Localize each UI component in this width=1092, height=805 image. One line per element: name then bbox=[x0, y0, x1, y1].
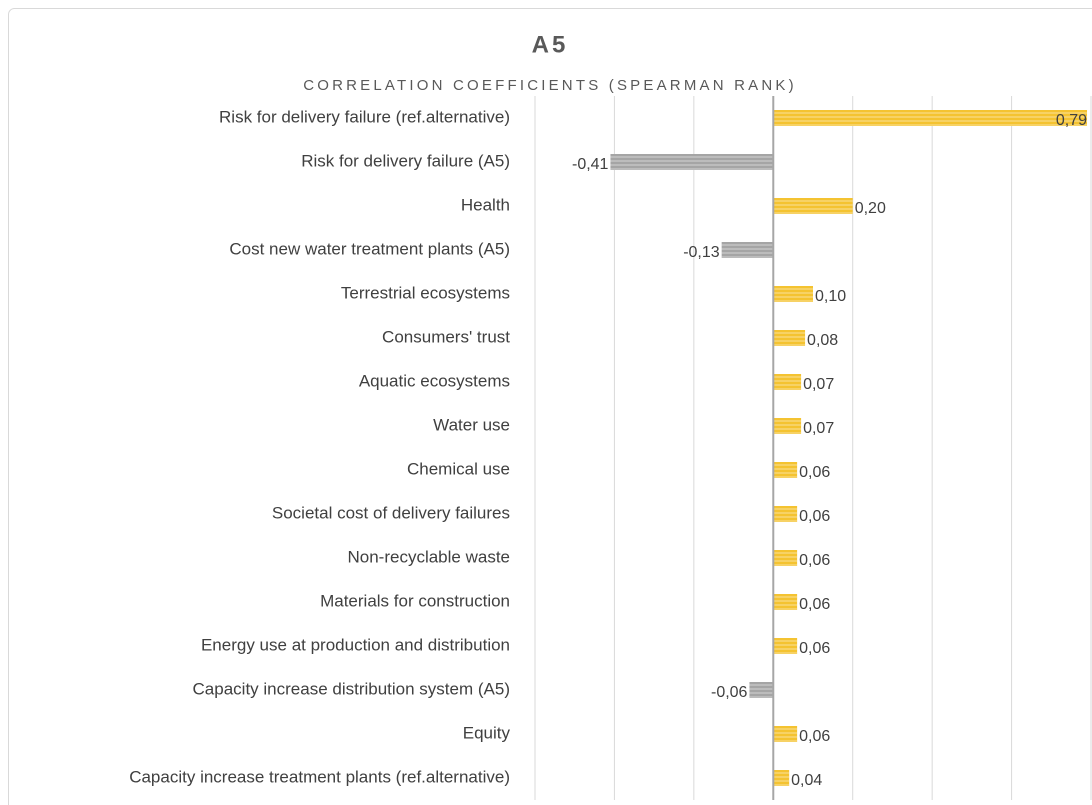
category-label: Consumers' trust bbox=[382, 327, 510, 346]
chart-title: A5 bbox=[532, 31, 569, 58]
bar-stripes bbox=[773, 374, 802, 390]
category-label: Materials for construction bbox=[320, 591, 510, 610]
bar-stripes bbox=[749, 682, 774, 698]
bar-stripes bbox=[773, 198, 853, 214]
category-label: Risk for delivery failure (ref.alternati… bbox=[219, 107, 510, 126]
value-label: 0,06 bbox=[799, 552, 830, 569]
bar-stripes bbox=[773, 726, 798, 742]
category-label: Societal cost of delivery failures bbox=[272, 503, 510, 522]
category-label: Cost new water treatment plants (A5) bbox=[229, 239, 510, 258]
category-label: Equity bbox=[463, 723, 511, 742]
bar-stripes bbox=[773, 550, 798, 566]
bar-stripes bbox=[773, 506, 798, 522]
value-label: 0,10 bbox=[815, 288, 846, 305]
category-label: Water use bbox=[433, 415, 510, 434]
category-label: Health bbox=[461, 195, 510, 214]
value-label: 0,06 bbox=[799, 464, 830, 481]
bar-stripes bbox=[773, 638, 798, 654]
category-label: Chemical use bbox=[407, 459, 510, 478]
category-label: Energy use at production and distributio… bbox=[201, 635, 510, 654]
bar-stripes bbox=[773, 418, 802, 434]
category-label: Risk for delivery failure (A5) bbox=[301, 151, 510, 170]
value-label: 0,06 bbox=[799, 640, 830, 657]
bar-stripes bbox=[773, 110, 1088, 126]
value-label: -0,06 bbox=[711, 684, 748, 701]
value-label: 0,04 bbox=[791, 772, 822, 789]
value-label: 0,06 bbox=[799, 596, 830, 613]
category-label: Aquatic ecosystems bbox=[359, 371, 510, 390]
value-label: -0,13 bbox=[683, 244, 720, 261]
chart-frame bbox=[8, 8, 1092, 805]
value-label: 0,20 bbox=[855, 200, 886, 217]
category-label: Non-recyclable waste bbox=[347, 547, 510, 566]
bar-stripes bbox=[773, 594, 798, 610]
value-label: 0,07 bbox=[803, 376, 834, 393]
value-label: 0,79 bbox=[1056, 112, 1087, 129]
category-label: Capacity increase distribution system (A… bbox=[193, 679, 510, 698]
bar-stripes bbox=[773, 286, 813, 302]
value-label: -0,41 bbox=[572, 156, 609, 173]
value-label: 0,07 bbox=[803, 420, 834, 437]
category-label: Capacity increase treatment plants (ref.… bbox=[129, 767, 510, 786]
category-label: Terrestrial ecosystems bbox=[341, 283, 510, 302]
bar-stripes bbox=[773, 770, 790, 786]
value-label: 0,06 bbox=[799, 508, 830, 525]
value-label: 0,06 bbox=[799, 728, 830, 745]
value-label: 0,08 bbox=[807, 332, 838, 349]
bar-stripes bbox=[773, 330, 806, 346]
bar-stripes bbox=[610, 154, 774, 170]
bar-stripes bbox=[773, 462, 798, 478]
bar-stripes bbox=[721, 242, 774, 258]
chart-subtitle: CORRELATION COEFFICIENTS (SPEARMAN RANK) bbox=[303, 77, 797, 94]
